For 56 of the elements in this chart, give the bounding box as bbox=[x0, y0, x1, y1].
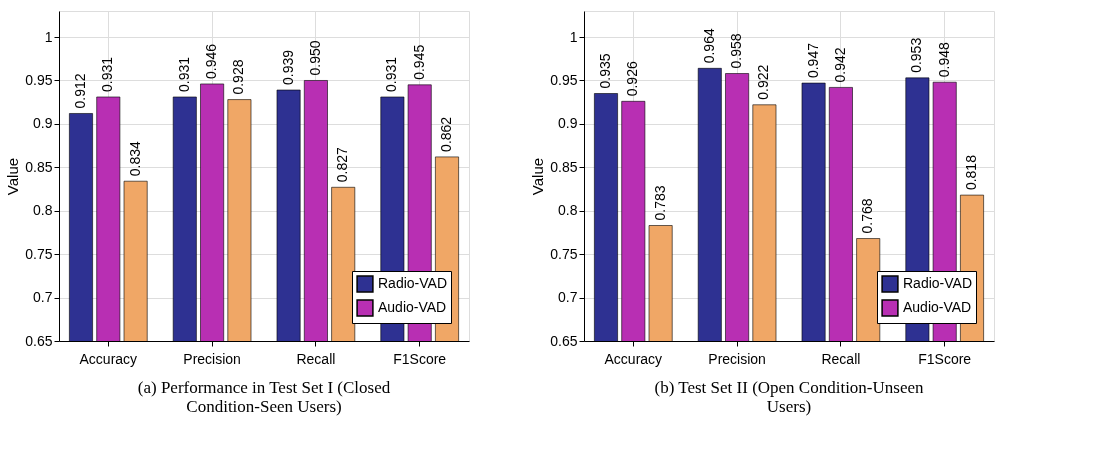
y-tick-label: 0.95 bbox=[25, 71, 53, 88]
data-label: 0.928 bbox=[230, 59, 247, 95]
y-tick-label: 0.65 bbox=[25, 332, 53, 349]
y-tick-label: 0.85 bbox=[550, 158, 578, 175]
legend-label: Audio-VAD bbox=[378, 299, 447, 315]
legend-label: Radio-VAD bbox=[378, 275, 447, 291]
x-tick-label: Precision bbox=[183, 350, 241, 367]
x-tick-label: F1Score bbox=[918, 350, 972, 367]
y-axis-title: Value bbox=[4, 157, 22, 196]
y-tick-label: 0.85 bbox=[25, 158, 53, 175]
data-label: 0.926 bbox=[624, 61, 641, 97]
data-label: 0.827 bbox=[334, 147, 351, 183]
y-tick-label: 0.8 bbox=[558, 202, 578, 219]
data-label: 0.945 bbox=[410, 44, 427, 80]
data-label: 0.958 bbox=[728, 33, 745, 69]
y-tick-label: 0.75 bbox=[550, 245, 578, 262]
data-label: 0.783 bbox=[651, 185, 668, 221]
legend-label: Audio-VAD bbox=[903, 299, 972, 315]
data-label: 0.912 bbox=[71, 73, 88, 109]
y-tick-label: 0.9 bbox=[33, 115, 53, 132]
data-label: 0.768 bbox=[859, 198, 876, 234]
y-tick-label: 0.7 bbox=[558, 289, 578, 306]
y-tick-label: 0.8 bbox=[33, 202, 53, 219]
data-label: 0.931 bbox=[175, 56, 192, 92]
data-label: 0.950 bbox=[306, 40, 323, 76]
y-tick-label: 0.7 bbox=[33, 289, 53, 306]
y-tick-label: 0.75 bbox=[25, 245, 53, 262]
x-tick-label: F1Score bbox=[393, 350, 447, 367]
text: (b) Test Set II (Open Condition-Unseen Users) bbox=[654, 378, 925, 416]
text: (a) Performance in Test Set I (Closed Condition-Seen Users) bbox=[137, 378, 391, 416]
legend-label: Radio-VAD bbox=[903, 275, 972, 291]
data-label: 0.942 bbox=[831, 47, 848, 83]
data-label: 0.818 bbox=[963, 154, 980, 191]
data-label: 0.931 bbox=[99, 56, 116, 92]
x-tick-label: Accuracy bbox=[604, 350, 663, 367]
data-label: 0.862 bbox=[438, 116, 455, 152]
y-tick-label: 0.9 bbox=[558, 115, 578, 132]
data-label: 0.964 bbox=[700, 28, 717, 64]
x-tick-label: Accuracy bbox=[79, 350, 138, 367]
data-label: 0.834 bbox=[126, 140, 143, 177]
y-tick-label: 1 bbox=[569, 28, 578, 45]
y-tick-label: 1 bbox=[44, 28, 53, 45]
y-tick-label: 0.95 bbox=[550, 71, 578, 88]
x-tick-label: Recall bbox=[296, 350, 336, 367]
y-axis-title: Value bbox=[529, 157, 547, 196]
data-label: 0.935 bbox=[596, 53, 613, 89]
data-label: 0.948 bbox=[935, 41, 952, 78]
data-label: 0.947 bbox=[804, 42, 821, 79]
data-label: 0.931 bbox=[383, 56, 400, 92]
data-label: 0.946 bbox=[203, 43, 220, 79]
data-label: 0.922 bbox=[755, 64, 772, 100]
data-label: 0.939 bbox=[279, 49, 296, 86]
data-label: 0.953 bbox=[908, 37, 925, 73]
y-tick-label: 0.65 bbox=[550, 332, 578, 349]
x-tick-label: Precision bbox=[708, 350, 766, 367]
x-tick-label: Recall bbox=[821, 350, 861, 367]
